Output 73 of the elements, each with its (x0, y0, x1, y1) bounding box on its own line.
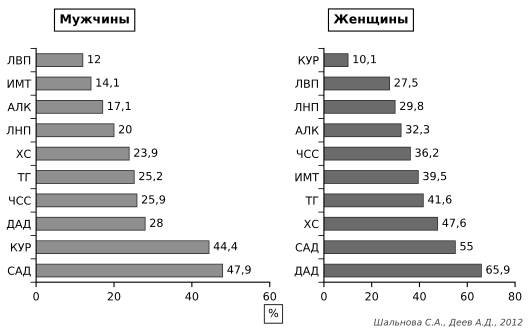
y-tick-label: ЛНП (294, 103, 318, 112)
bar (324, 53, 348, 67)
y-tick-label: ДАД (6, 220, 31, 230)
y-tick-label: ХС (304, 220, 318, 228)
data-label: 36,2 (415, 148, 438, 158)
x-tick-label: 60 (460, 292, 474, 301)
bar (324, 240, 456, 254)
y-tick-label: АЛК (295, 126, 319, 134)
y-tick-label: АЛК (7, 103, 32, 112)
bar (324, 170, 419, 184)
data-label: 29,8 (400, 102, 424, 112)
y-tick-label: КУР (298, 56, 319, 64)
data-label: 10,1 (353, 54, 376, 64)
data-label: 17,1 (108, 102, 131, 112)
bar (324, 100, 396, 114)
bar (324, 146, 411, 160)
data-label: 14,1 (96, 78, 119, 88)
y-tick-label: ИМТ (295, 173, 320, 182)
bar (36, 216, 146, 231)
bar (36, 76, 92, 90)
y-tick-label: ХС (16, 150, 31, 158)
data-label: 25,9 (142, 195, 166, 205)
x-tick-label: 0 (321, 292, 327, 301)
y-tick-label: САД (296, 243, 318, 254)
data-label: 27,5 (394, 78, 418, 88)
bar (324, 216, 438, 231)
x-tick-label: 40 (412, 292, 426, 301)
data-label: 28 (150, 218, 163, 228)
data-label: 20 (118, 125, 132, 134)
x-tick-label: 40 (185, 292, 198, 301)
bar (324, 194, 424, 208)
bar (36, 146, 130, 160)
bar (36, 123, 114, 138)
y-tick-label: САД (8, 266, 31, 277)
y-tick-label: КУР (10, 243, 31, 252)
y-tick-label: ЛНП (6, 126, 30, 134)
bar (36, 53, 84, 67)
y-tick-label: ЧСС (296, 150, 318, 158)
y-tick-label: ЛВП (295, 80, 318, 88)
x-tick-label: 60 (263, 292, 276, 301)
bar (324, 123, 402, 138)
data-label: 47,6 (442, 218, 466, 228)
data-label: 55 (460, 242, 473, 250)
bar (36, 240, 210, 254)
y-tick-label: ТГ (305, 196, 318, 205)
y-tick-label: ЛВП (7, 56, 30, 64)
data-label: 41,6 (428, 195, 452, 205)
data-label: 25,2 (139, 172, 162, 182)
text: % (268, 308, 278, 318)
x-tick-label: 80 (508, 292, 522, 301)
data-label: 44,4 (214, 242, 238, 252)
data-label: 12 (88, 54, 100, 64)
bar (36, 194, 138, 208)
data-label: 39,5 (423, 172, 446, 182)
y-tick-label: ТГ (18, 173, 31, 182)
y-tick-label: ДАД (294, 266, 318, 277)
y-tick-label: ЧСС (9, 196, 31, 205)
chart-title: Мужчины (60, 14, 129, 26)
x-tick-label: 20 (365, 292, 378, 301)
text: Шальнова С.А., Деев А.Д., 2012 (374, 318, 522, 327)
bar (324, 264, 482, 278)
bar (36, 264, 224, 278)
x-tick-label: 0 (33, 292, 39, 301)
data-label: 65,9 (486, 265, 510, 275)
y-tick-label: ИМТ (8, 80, 32, 88)
bar (36, 170, 135, 184)
bar (36, 100, 104, 114)
data-label: 47,9 (227, 265, 251, 275)
chart-title: Женщины (334, 14, 408, 26)
bar (324, 76, 390, 90)
x-tick-label: 20 (108, 292, 120, 301)
data-label: 23,9 (134, 148, 158, 158)
data-label: 32,3 (406, 125, 430, 135)
